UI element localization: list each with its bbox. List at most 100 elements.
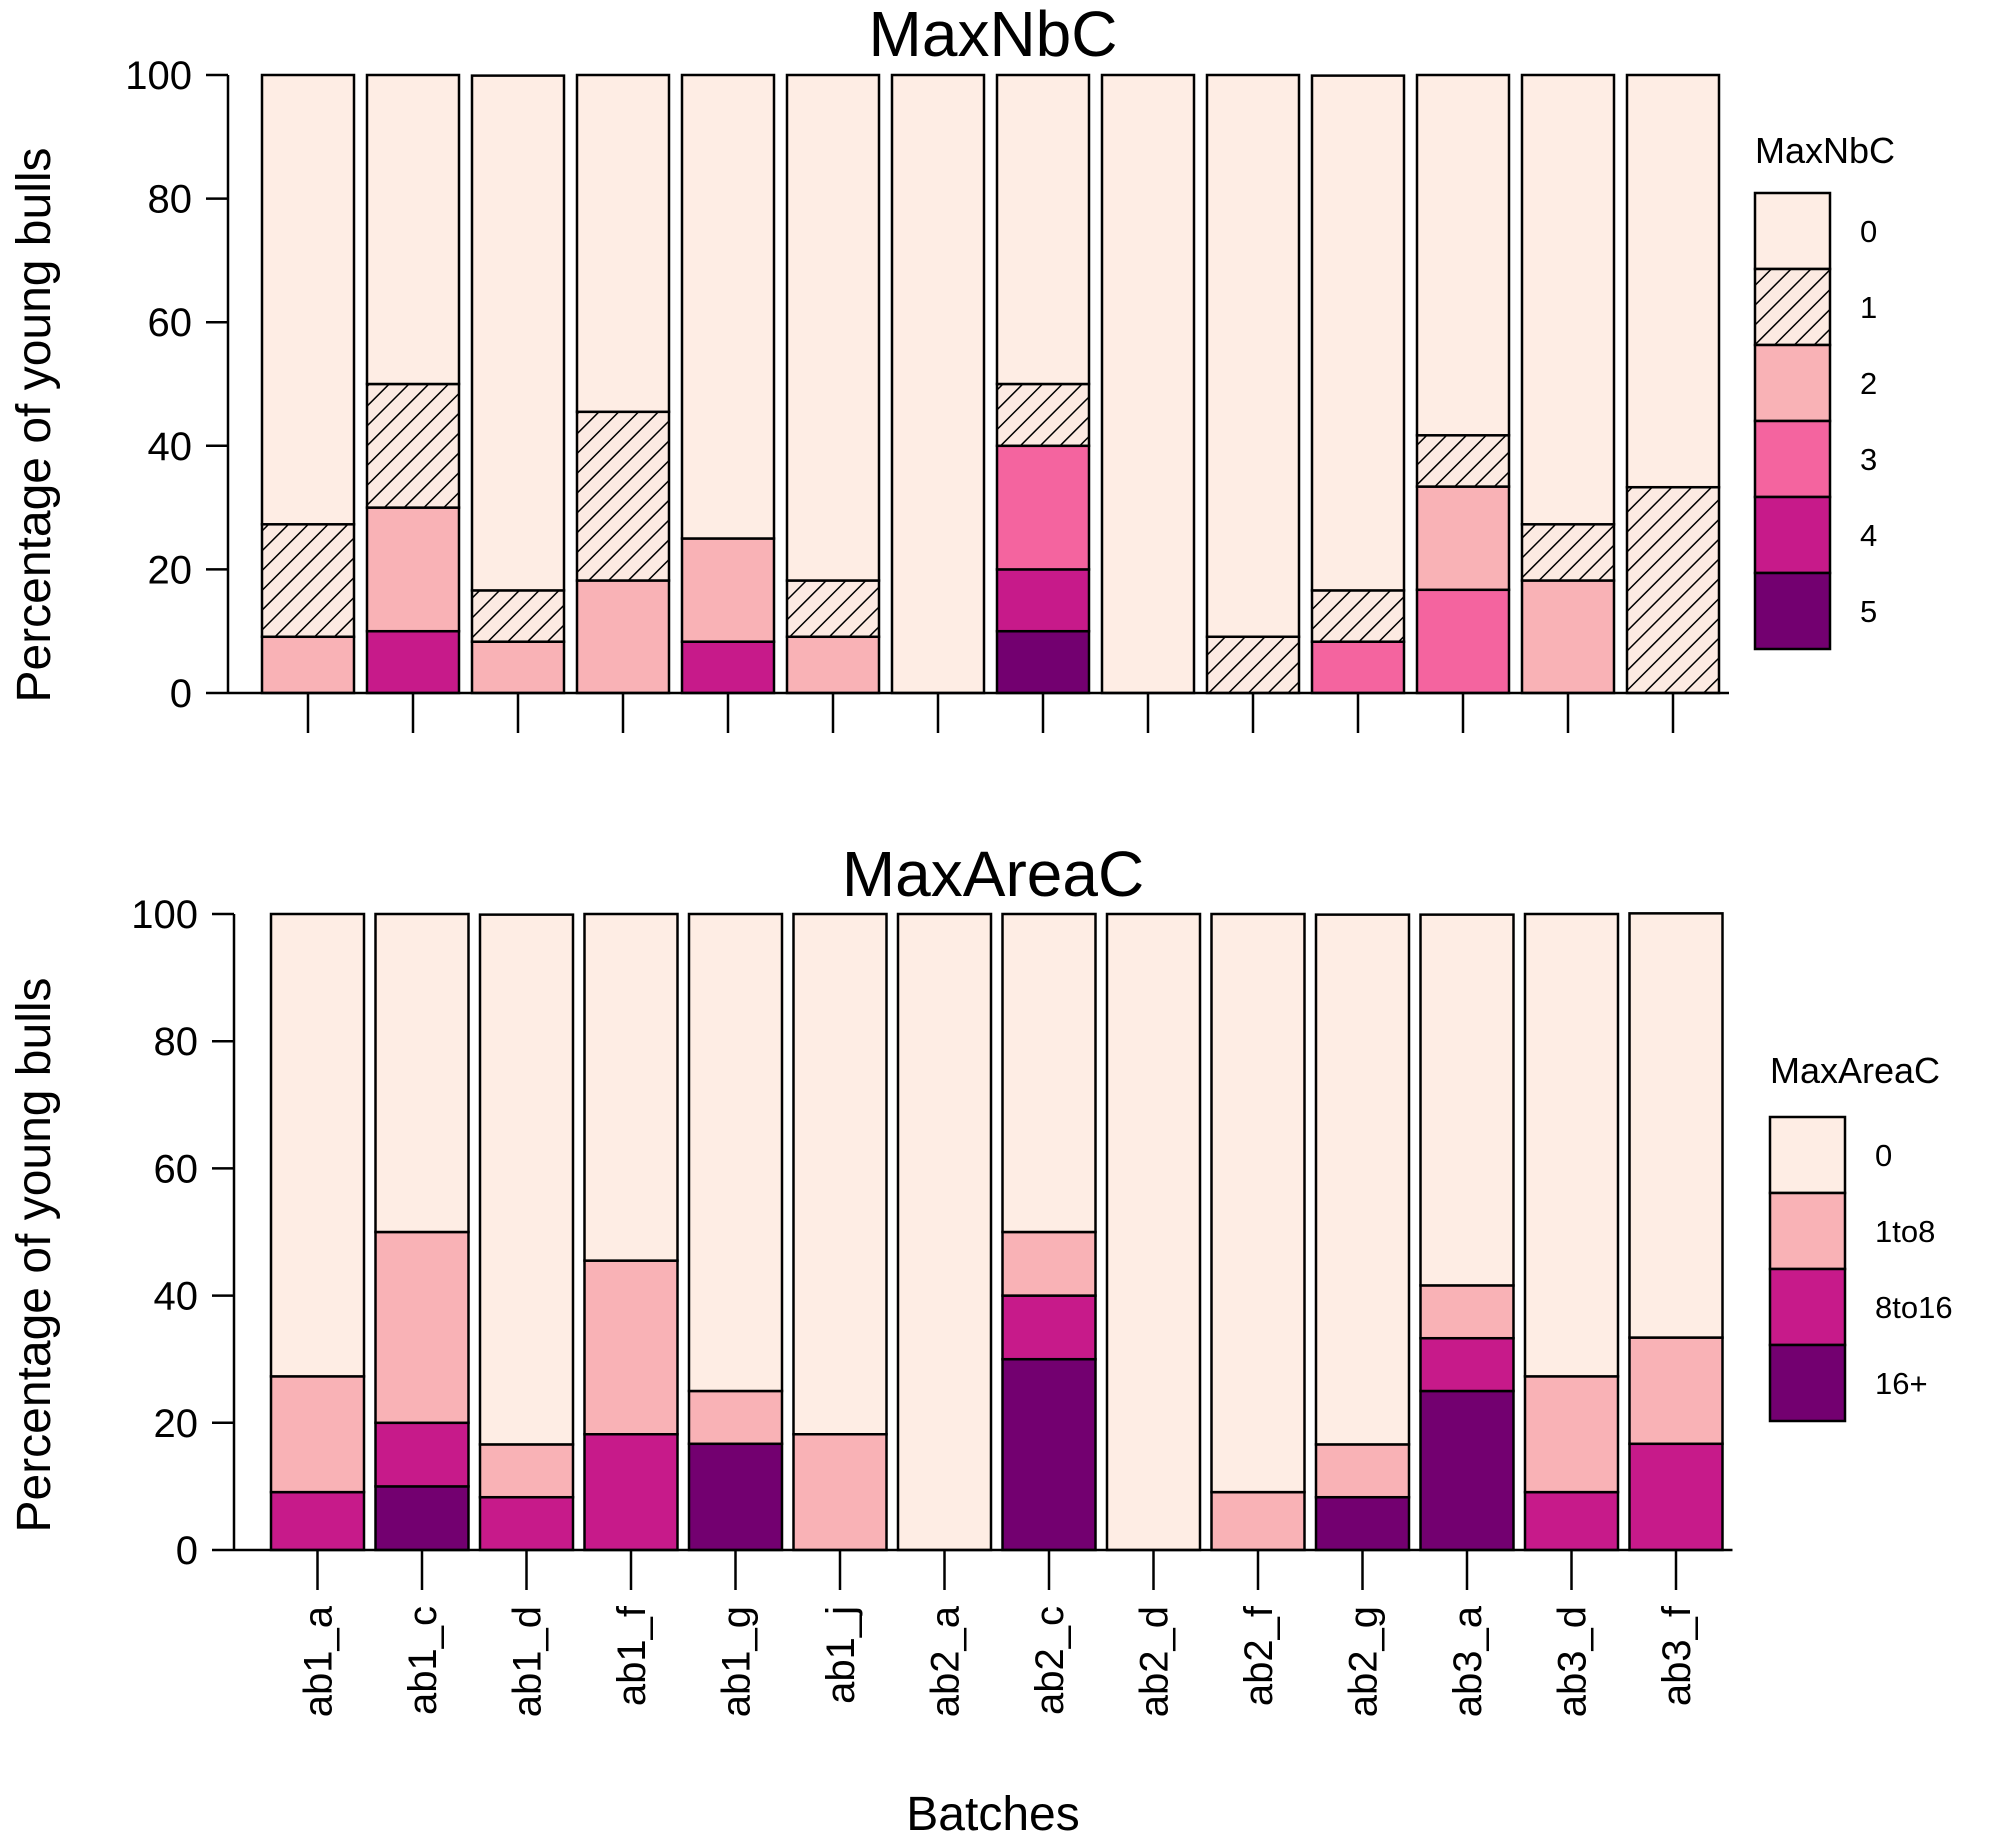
bar-ab1_c-0 [374, 912, 470, 1234]
x-tick-label-ab3_d: ab3_d [1551, 1606, 1595, 1717]
bar-ab3_f-1to8 [1628, 1336, 1724, 1446]
bar-ab3_f-1 [1625, 485, 1721, 695]
bar-ab2_g-1 [1310, 589, 1406, 643]
y-tick-label-40: 40 [154, 1275, 199, 1319]
bar-ab3_f-0 [1625, 73, 1721, 489]
bar-ab1_g-0 [680, 73, 776, 540]
bar-ab3_f-8to16 [1628, 1442, 1724, 1552]
bar-ab3_a-16+ [1419, 1389, 1515, 1552]
bar-ab2_f-0 [1210, 912, 1306, 1494]
bar-ab1_f-8to16 [583, 1432, 679, 1552]
x-tick-label-ab2_d: ab2_d [1133, 1606, 1177, 1717]
bar-ab3_a-0 [1419, 913, 1515, 1287]
y-axis-label-maxareac: Percentage of young bulls [8, 977, 61, 1532]
bar-ab2_d-0 [1100, 73, 1196, 695]
bar-ab2_f-0 [1205, 73, 1301, 639]
x-tick-label-ab3_a: ab3_a [1446, 1605, 1490, 1717]
y-axis-label-maxnbc: Percentage of young bulls [8, 147, 61, 702]
bar-ab1_a-0 [260, 73, 356, 526]
x-tick-label-ab1_j: ab1_j [819, 1606, 863, 1704]
panel-title-maxnbc: MaxNbC [869, 0, 1118, 70]
legend-maxnbc: MaxNbC 0 1 2 3 4 5 [1753, 130, 1895, 651]
y-tick-label-80: 80 [148, 178, 193, 222]
bar-ab1_f-0 [575, 73, 671, 414]
legend-swatch-4 [1753, 495, 1832, 575]
legend-title: MaxAreaC [1770, 1050, 1940, 1091]
legend-swatch-3 [1753, 419, 1832, 499]
x-tick-label-ab1_d: ab1_d [506, 1606, 550, 1717]
bar-ab1_a-8to16 [269, 1490, 366, 1552]
legend-swatch-1 [1753, 267, 1832, 347]
legend-label-8to16: 8to16 [1875, 1290, 1953, 1325]
legend-title: MaxNbC [1755, 130, 1895, 171]
bar-ab1_d-8to16 [478, 1495, 575, 1552]
y-tick-label-100: 100 [125, 54, 192, 98]
bar-ab1_f-0 [583, 912, 679, 1262]
bar-ab3_a-1 [1415, 434, 1511, 488]
bar-ab2_a-0 [896, 912, 993, 1552]
bar-ab2_g-0 [1310, 74, 1406, 592]
x-tick-label-ab1_a: ab1_a [297, 1605, 341, 1717]
bar-ab1_c-4 [365, 629, 461, 695]
bar-ab1_a-0 [269, 912, 366, 1378]
legend-label-5: 5 [1860, 594, 1877, 629]
x-tick-label-ab2_a: ab2_a [924, 1605, 968, 1717]
legend-label-2: 2 [1860, 366, 1877, 401]
bar-ab2_f-1 [1205, 635, 1301, 695]
legend-swatch-8to16 [1768, 1267, 1847, 1347]
legend-swatch-1to8 [1768, 1191, 1847, 1271]
bar-ab1_c-16+ [374, 1485, 470, 1552]
x-tick-label-ab2_g: ab2_g [1342, 1606, 1386, 1717]
legend-label-16+: 16+ [1875, 1366, 1928, 1401]
bar-ab3_a-8to16 [1419, 1336, 1515, 1393]
y-tick-label-40: 40 [148, 425, 193, 469]
bar-ab1_c-1 [365, 382, 461, 509]
bar-ab1_c-2 [365, 506, 461, 633]
bar-ab2_c-8to16 [1001, 1294, 1097, 1361]
panel-maxnbc: MaxNbC Percentage of young bulls 0204060… [8, 0, 1895, 733]
bar-ab1_j-2 [785, 635, 881, 695]
bar-ab1_f-2 [575, 579, 671, 695]
legend-label-4: 4 [1860, 518, 1877, 553]
x-tick-label-ab2_f: ab2_f [1237, 1605, 1281, 1706]
bar-ab3_d-1to8 [1523, 1375, 1620, 1494]
bar-ab1_a-2 [260, 635, 356, 695]
x-axis-label: Batches [906, 1788, 1079, 1841]
bar-ab2_c-3 [995, 444, 1091, 571]
bar-ab2_c-16+ [1001, 1357, 1097, 1552]
bar-ab1_g-0 [687, 912, 784, 1393]
legend-swatch-2 [1753, 343, 1832, 423]
bar-ab2_g-0 [1314, 913, 1411, 1446]
bar-ab2_c-1 [995, 382, 1091, 448]
bar-ab2_c-0 [995, 73, 1091, 386]
bar-ab3_d-1 [1520, 523, 1616, 582]
y-tick-label-20: 20 [148, 548, 193, 592]
y-tick-label-80: 80 [154, 1020, 199, 1064]
bar-ab1_a-1 [260, 523, 356, 639]
bar-ab2_g-1to8 [1314, 1443, 1411, 1499]
bar-ab2_g-16+ [1314, 1495, 1411, 1552]
bar-ab1_g-16+ [687, 1442, 784, 1552]
x-tick-label-ab1_c: ab1_c [401, 1606, 445, 1715]
legend-label-3: 3 [1860, 442, 1877, 477]
legend-label-1: 1 [1860, 290, 1877, 325]
x-tick-label-ab1_f: ab1_f [610, 1605, 654, 1706]
y-tick-label-0: 0 [176, 1529, 198, 1573]
bar-ab3_a-1to8 [1419, 1284, 1515, 1340]
legend-swatch-16+ [1768, 1343, 1847, 1423]
bar-ab2_c-0 [1001, 912, 1097, 1234]
bar-ab3_a-2 [1415, 485, 1511, 592]
bar-ab2_f-1to8 [1210, 1490, 1306, 1552]
bar-ab3_d-8to16 [1523, 1490, 1620, 1552]
bar-ab1_f-1to8 [583, 1259, 679, 1436]
legend-label-0: 0 [1875, 1138, 1892, 1173]
bar-ab1_c-0 [365, 73, 461, 386]
legend-swatch-0 [1768, 1115, 1847, 1195]
bar-ab1_c-1to8 [374, 1230, 470, 1425]
bar-ab2_c-5 [995, 629, 1091, 695]
y-tick-label-20: 20 [154, 1402, 199, 1446]
legend-label-0: 0 [1860, 214, 1877, 249]
x-tick-label-ab1_g: ab1_g [715, 1606, 759, 1717]
bar-ab3_d-0 [1520, 73, 1616, 526]
